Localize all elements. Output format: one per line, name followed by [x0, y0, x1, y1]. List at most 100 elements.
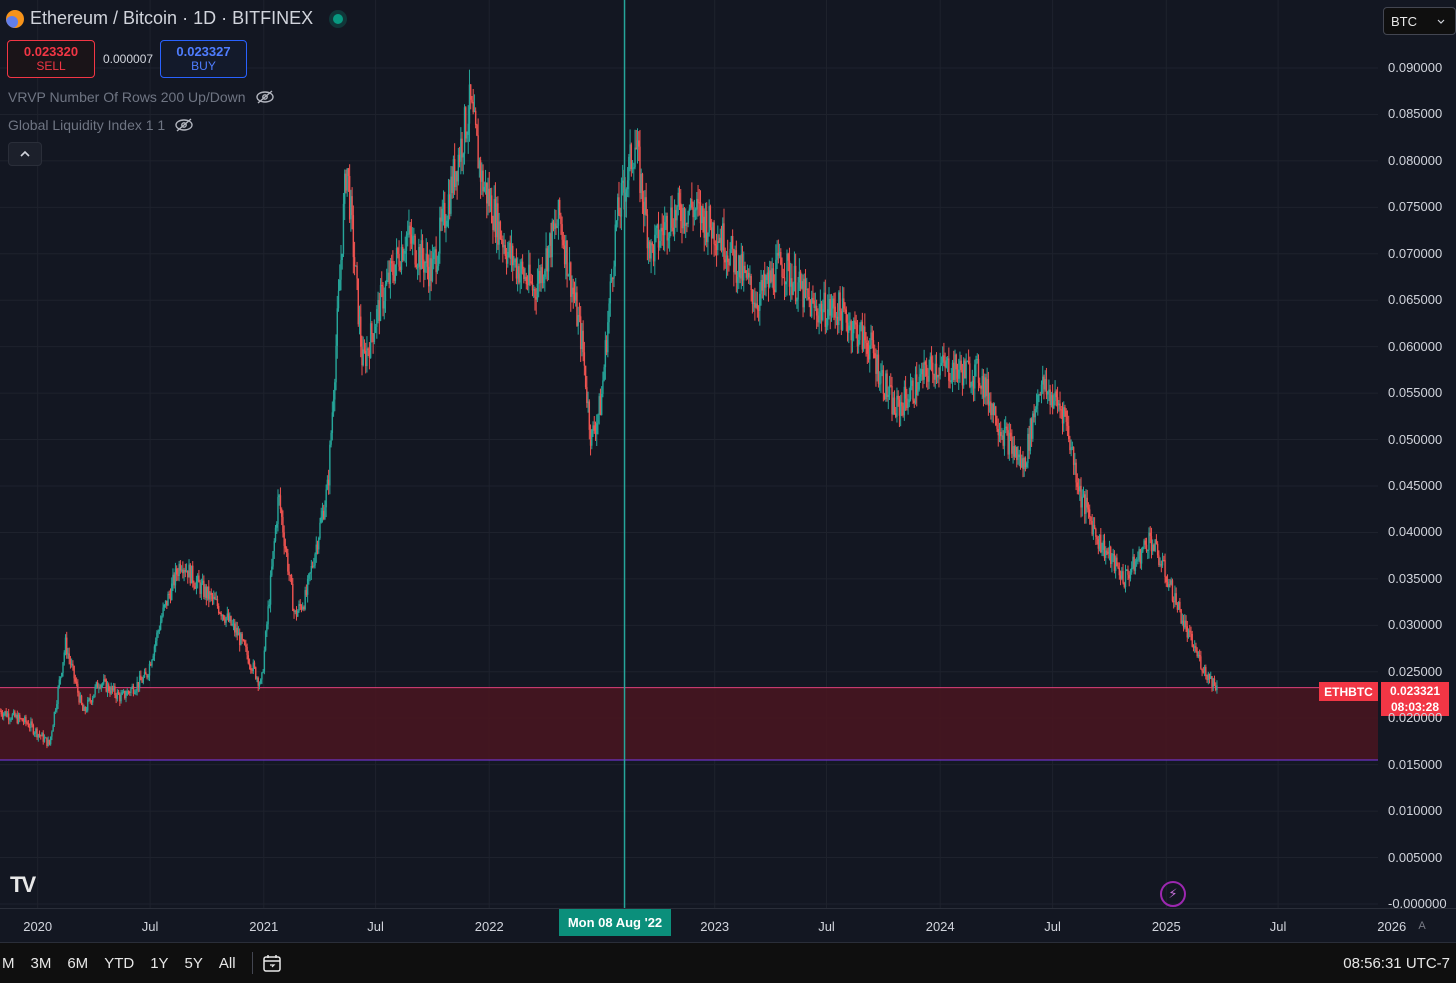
candle-body [599, 396, 602, 415]
candle-body [667, 237, 670, 241]
candle-body [866, 342, 868, 354]
candle-body [91, 697, 94, 703]
candle-body [154, 640, 157, 647]
candle-body [45, 737, 47, 739]
range-button[interactable]: YTD [104, 954, 135, 972]
lightning-icon[interactable]: ⚡ [1160, 881, 1186, 907]
time-axis[interactable]: 2020 Jul 2021 Jul 2022 2023 Jul 2024 Jul 2025 Jul 2… [0, 908, 1456, 941]
candle-body [56, 704, 58, 711]
candle-body [920, 369, 923, 375]
candle-body [552, 221, 555, 230]
range-button[interactable]: All [218, 954, 236, 972]
range-button[interactable]: M [2, 954, 15, 972]
price-tick-label: 0.075000 [1388, 199, 1443, 215]
candle-body [954, 354, 956, 380]
candle-body [238, 632, 241, 646]
candle-body [62, 662, 64, 673]
price-chart[interactable] [0, 0, 1378, 908]
candle-body [1044, 379, 1046, 390]
candle-body [906, 398, 908, 409]
collapse-indicators-button[interactable] [8, 142, 42, 166]
candle-body [946, 358, 949, 361]
candle-body [523, 268, 525, 280]
candle-body [476, 125, 478, 136]
candle-body [960, 360, 962, 371]
sell-button[interactable]: 0.023320 SELL [7, 40, 95, 78]
time-tick-label: 2022 [474, 919, 504, 934]
buy-button[interactable]: 0.023327 BUY [160, 40, 247, 78]
price-axis[interactable] [1378, 0, 1456, 908]
candle-body [768, 270, 771, 287]
candle-body [16, 714, 18, 724]
candle-body [121, 692, 124, 695]
symbol-header[interactable]: Ethereum / Bitcoin · 1D · BITFINEX [6, 8, 344, 29]
range-button[interactable]: 1Y [150, 954, 169, 972]
tradingview-logo-icon[interactable]: TV [10, 872, 36, 897]
candle-body [983, 377, 986, 398]
candle-body [1079, 485, 1081, 492]
candle-body [610, 278, 613, 282]
candle-body [198, 575, 200, 583]
candle-body [399, 266, 401, 270]
candle-body [671, 207, 673, 228]
candle-body [192, 565, 194, 583]
candle-body [42, 733, 44, 742]
eye-off-icon[interactable] [255, 90, 274, 104]
candle-body [725, 255, 728, 263]
candle-body [504, 245, 507, 257]
candle-body [549, 233, 551, 246]
candle-body [1028, 433, 1030, 451]
candle-body [898, 399, 901, 416]
candle-body [901, 402, 903, 407]
candle-body [82, 704, 84, 711]
candle-body [381, 285, 383, 287]
candle-body [1097, 539, 1100, 549]
candle-body [1103, 540, 1106, 559]
candle-body [972, 380, 975, 389]
candle-body [941, 355, 944, 363]
indicator-vrvp[interactable]: VRVP Number Of Rows 200 Up/Down [8, 89, 274, 105]
candle-body [764, 273, 766, 288]
candle-body [928, 369, 930, 382]
candle-body [1185, 620, 1187, 627]
clock-timezone[interactable]: 08:56:31 UTC-7 [1343, 955, 1450, 972]
candle-body [1013, 446, 1016, 457]
indicator-global-liquidity[interactable]: Global Liquidity Index 1 1 [8, 117, 193, 133]
candle-body [324, 507, 326, 519]
candle-body [75, 681, 78, 684]
currency-label: BTC [1391, 13, 1417, 29]
candle-body [772, 268, 775, 290]
candle-body [640, 173, 642, 193]
candle-body [822, 309, 824, 320]
range-button[interactable]: 3M [30, 954, 52, 972]
eye-off-icon[interactable] [175, 118, 193, 132]
range-button[interactable]: 6M [67, 954, 89, 972]
candle-body [1087, 507, 1090, 510]
candle-body [292, 583, 294, 611]
candle-body [773, 289, 776, 292]
candle-body [189, 564, 191, 584]
candle-body [854, 320, 856, 323]
candle-body [1064, 407, 1066, 411]
symbol-title[interactable]: Ethereum / Bitcoin · 1D · BITFINEX [30, 8, 314, 28]
candle-body [729, 248, 731, 266]
candle-body [15, 714, 17, 717]
candle-body [115, 695, 117, 699]
candle-body [350, 196, 352, 220]
ticker-tag: ETHBTC [1319, 682, 1378, 701]
candle-body [776, 252, 778, 260]
candle-body [1007, 430, 1009, 455]
candle-body [460, 138, 462, 162]
candle-body [261, 672, 263, 680]
candle-body [672, 227, 675, 235]
range-button[interactable]: 5Y [184, 954, 203, 972]
candle-body [621, 180, 624, 183]
candle-body [660, 227, 662, 242]
auto-scale-button[interactable]: A [1418, 920, 1426, 932]
candle-body [882, 370, 885, 394]
candle-body [1091, 520, 1093, 535]
candle-body [531, 282, 534, 291]
candle-body [38, 734, 41, 736]
candle-body [216, 598, 219, 606]
date-range-icon[interactable] [261, 952, 283, 974]
